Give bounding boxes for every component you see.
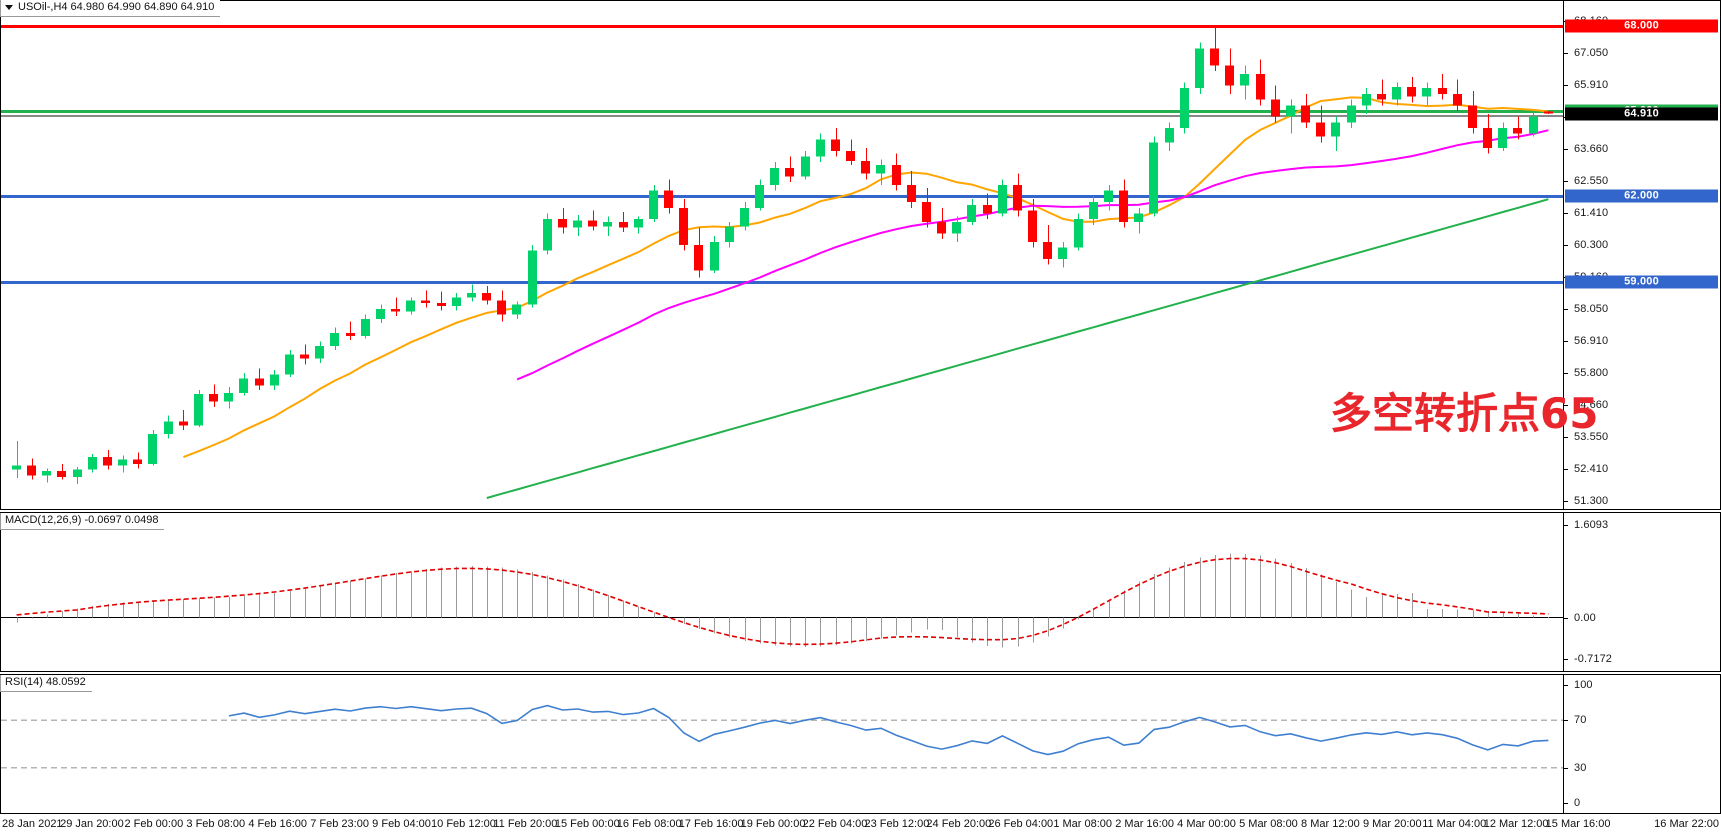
rsi-axis-label: 100 bbox=[1574, 679, 1593, 691]
price-axis-label: 55.800 bbox=[1574, 367, 1609, 379]
price-axis-label: 56.910 bbox=[1574, 335, 1609, 347]
price-axis-label: 61.410 bbox=[1574, 207, 1609, 219]
rsi-axis-tick bbox=[1564, 803, 1568, 804]
time-axis-label: 11 Mar 04:00 bbox=[1422, 818, 1487, 830]
price-axis-label: 67.050 bbox=[1574, 47, 1609, 59]
time-axis-label: 28 Jan 2021 bbox=[2, 818, 63, 830]
price-axis-tick bbox=[1564, 53, 1568, 54]
symbol-info-bar[interactable]: USOil-,H4 64.980 64.990 64.890 64.910 bbox=[0, 0, 221, 17]
price-plot-area[interactable] bbox=[1, 1, 1563, 509]
macd-axis-label: 1.6093 bbox=[1574, 519, 1609, 531]
price-level-tag[interactable]: 62.000 bbox=[1565, 189, 1718, 203]
rsi-axis-tick bbox=[1564, 685, 1568, 686]
price-axis-label: 54.660 bbox=[1574, 399, 1609, 411]
price-axis-tick bbox=[1564, 469, 1568, 470]
time-axis[interactable]: 28 Jan 2021 29 Jan 20:00 2 Feb 00:00 3 Feb … bbox=[0, 814, 1721, 838]
macd-plot-area[interactable] bbox=[1, 513, 1563, 671]
time-axis-label: 3 Feb 08:00 bbox=[186, 818, 246, 830]
time-axis-label: 16 Feb 08:00 bbox=[616, 818, 682, 830]
symbol-ohlc-text: USOil-,H4 64.980 64.990 64.890 64.910 bbox=[18, 1, 215, 13]
rsi-axis-tick bbox=[1564, 767, 1568, 769]
time-axis-label: 5 Mar 08:00 bbox=[1239, 818, 1298, 830]
price-axis-label: 58.050 bbox=[1574, 303, 1609, 315]
macd-axis-label: 0.00 bbox=[1574, 611, 1596, 624]
macd-axis-tick bbox=[1564, 659, 1568, 660]
price-axis[interactable]: 68.16067.05065.91064.80063.66062.55061.4… bbox=[1563, 1, 1720, 509]
price-axis-tick bbox=[1564, 245, 1568, 246]
time-axis-label: 2 Mar 16:00 bbox=[1115, 818, 1174, 830]
macd-axis[interactable]: 1.6093 0.00 -0.7172 bbox=[1563, 513, 1720, 671]
macd-axis-tick bbox=[1564, 525, 1568, 526]
rsi-panel[interactable]: 100 70 30 0 bbox=[0, 674, 1721, 814]
time-axis-label: 10 Feb 12:00 bbox=[431, 818, 496, 830]
chevron-down-icon[interactable] bbox=[5, 4, 13, 10]
price-axis-label: 52.410 bbox=[1574, 463, 1609, 475]
price-axis-label: 51.300 bbox=[1574, 495, 1609, 507]
time-axis-label: 8 Mar 12:00 bbox=[1301, 818, 1360, 830]
rsi-axis[interactable]: 100 70 30 0 bbox=[1563, 675, 1720, 813]
price-axis-tick bbox=[1564, 309, 1568, 310]
time-axis-label: 11 Feb 20:00 bbox=[493, 818, 558, 830]
time-axis-label: 7 Feb 23:00 bbox=[310, 818, 369, 830]
price-level-tag[interactable]: 68.000 bbox=[1565, 19, 1718, 33]
price-axis-label: 62.550 bbox=[1574, 175, 1609, 187]
macd-panel[interactable]: 1.6093 0.00 -0.7172 bbox=[0, 512, 1721, 672]
price-axis-tick bbox=[1564, 341, 1568, 342]
price-level-tag[interactable]: 64.910 bbox=[1565, 107, 1718, 121]
time-axis-label: 9 Feb 04:00 bbox=[372, 818, 431, 830]
price-axis-tick bbox=[1564, 373, 1568, 374]
price-axis-label: 65.910 bbox=[1574, 79, 1609, 91]
price-axis-tick bbox=[1564, 85, 1568, 86]
time-axis-label: 24 Feb 20:00 bbox=[926, 818, 992, 830]
rsi-axis-label: 0 bbox=[1574, 797, 1581, 809]
price-axis-label: 53.550 bbox=[1574, 431, 1609, 443]
rsi-axis-label: 70 bbox=[1574, 714, 1587, 727]
price-axis-label: 63.660 bbox=[1574, 143, 1609, 155]
price-panel[interactable]: 68.16067.05065.91064.80063.66062.55061.4… bbox=[0, 0, 1721, 510]
price-level-tag[interactable]: 59.000 bbox=[1565, 275, 1718, 289]
rsi-plot-area[interactable] bbox=[1, 675, 1563, 813]
macd-label-text: MACD(12,26,9) -0.0697 0.0498 bbox=[5, 514, 159, 526]
chart-annotation-text: 多空转折点65 bbox=[1330, 389, 1599, 438]
price-axis-tick bbox=[1564, 213, 1568, 214]
time-axis-label: 29 Jan 20:00 bbox=[60, 818, 124, 830]
time-axis-label: 22 Feb 04:00 bbox=[802, 818, 868, 830]
rsi-axis-label: 30 bbox=[1574, 761, 1587, 774]
time-axis-label: 23 Feb 12:00 bbox=[864, 818, 930, 830]
time-axis-label: 4 Mar 00:00 bbox=[1177, 818, 1236, 830]
time-axis-label: 15 Mar 16:00 bbox=[1545, 818, 1611, 830]
time-axis-label: 4 Feb 16:00 bbox=[248, 818, 308, 830]
price-axis-tick bbox=[1564, 501, 1568, 502]
time-axis-label: 26 Feb 04:00 bbox=[988, 818, 1054, 830]
rsi-info-label[interactable]: RSI(14) 48.0592 bbox=[0, 675, 92, 692]
time-axis-label: 1 Mar 08:00 bbox=[1053, 818, 1113, 830]
price-axis-tick bbox=[1564, 181, 1568, 182]
macd-axis-label: -0.7172 bbox=[1574, 653, 1613, 665]
time-axis-label: 16 Mar 22:00 bbox=[1654, 818, 1719, 830]
time-axis-label: 19 Feb 00:00 bbox=[740, 818, 806, 830]
price-axis-tick bbox=[1564, 149, 1568, 150]
macd-info-label[interactable]: MACD(12,26,9) -0.0697 0.0498 bbox=[0, 513, 165, 530]
price-axis-tick bbox=[1564, 437, 1568, 438]
time-axis-label: 9 Mar 20:00 bbox=[1362, 818, 1422, 830]
price-axis-label: 60.300 bbox=[1574, 239, 1609, 251]
time-axis-label: 17 Feb 16:00 bbox=[678, 818, 744, 830]
time-axis-label: 2 Feb 00:00 bbox=[124, 818, 184, 830]
rsi-label-text: RSI(14) 48.0592 bbox=[5, 676, 86, 688]
rsi-axis-tick bbox=[1564, 720, 1568, 722]
macd-axis-tick bbox=[1564, 617, 1568, 619]
price-axis-tick bbox=[1564, 405, 1568, 406]
time-axis-label: 15 Feb 00:00 bbox=[554, 818, 620, 830]
time-axis-label: 12 Mar 12:00 bbox=[1483, 818, 1549, 830]
